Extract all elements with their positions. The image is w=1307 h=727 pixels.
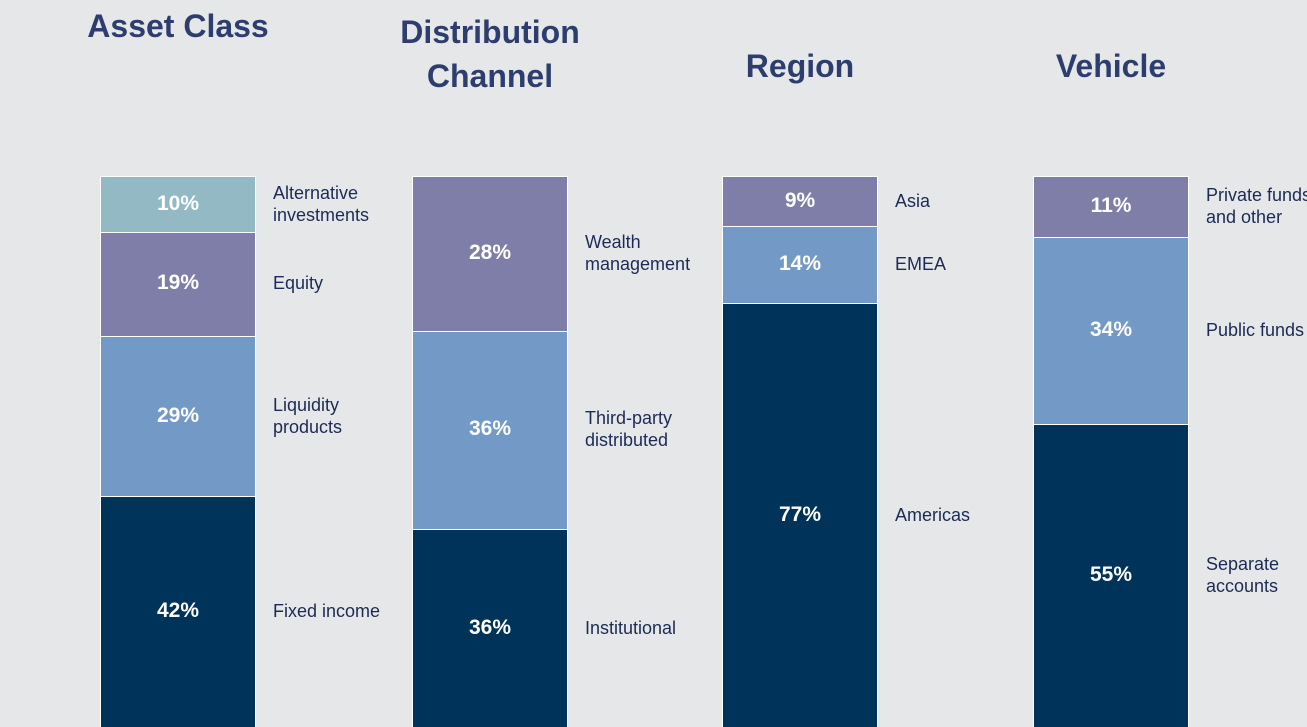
bar-segment <box>100 335 256 498</box>
segment-label: Equity <box>273 273 324 294</box>
bar-segment <box>722 302 878 727</box>
value-label: 14% <box>778 252 822 276</box>
segment-label: EMEA <box>895 254 947 275</box>
value-label: 77% <box>778 502 822 526</box>
value-label: 36% <box>468 615 512 639</box>
bar-segment <box>100 231 256 338</box>
chart-title: Asset Class <box>87 8 269 44</box>
bar-segment <box>412 330 568 531</box>
bar-segment <box>412 528 568 727</box>
bar-segment <box>100 495 256 727</box>
segment-label: Separate accounts <box>1206 554 1280 597</box>
bar-segment <box>722 225 878 305</box>
segment-label: Liquidity products <box>273 394 343 437</box>
chart-title: Distribution Channel <box>400 14 580 94</box>
chart-title: Region <box>745 48 855 84</box>
segment-label: Asia <box>895 190 931 211</box>
value-label: 28% <box>468 241 512 265</box>
bar-segment <box>1033 176 1189 239</box>
segment-label: Third-party distributed <box>585 408 673 451</box>
value-label: 36% <box>468 417 512 441</box>
value-label: 9% <box>784 188 816 212</box>
value-label: 42% <box>156 599 200 623</box>
segment-label: Alternative investments <box>273 182 370 225</box>
bar-segment <box>100 176 256 233</box>
value-label: 11% <box>1090 194 1132 218</box>
segment-label: Public funds <box>1206 320 1305 341</box>
value-label: 19% <box>156 271 200 295</box>
segment-label: Institutional <box>585 617 677 638</box>
bar-segment <box>412 176 568 332</box>
segment-label: Private funds and other <box>1206 185 1307 228</box>
value-label: 34% <box>1089 318 1133 342</box>
bar-segment <box>722 176 878 228</box>
segment-label: Wealth management <box>585 232 691 275</box>
value-label: 10% <box>156 191 200 215</box>
chart-title: Vehicle <box>1055 48 1167 84</box>
value-label: 29% <box>156 403 200 427</box>
bar-segment <box>1033 423 1189 727</box>
bar-segment <box>1033 236 1189 426</box>
segment-label: Fixed income <box>273 601 381 622</box>
segment-label: Americas <box>895 504 971 525</box>
value-label: 55% <box>1089 563 1133 587</box>
